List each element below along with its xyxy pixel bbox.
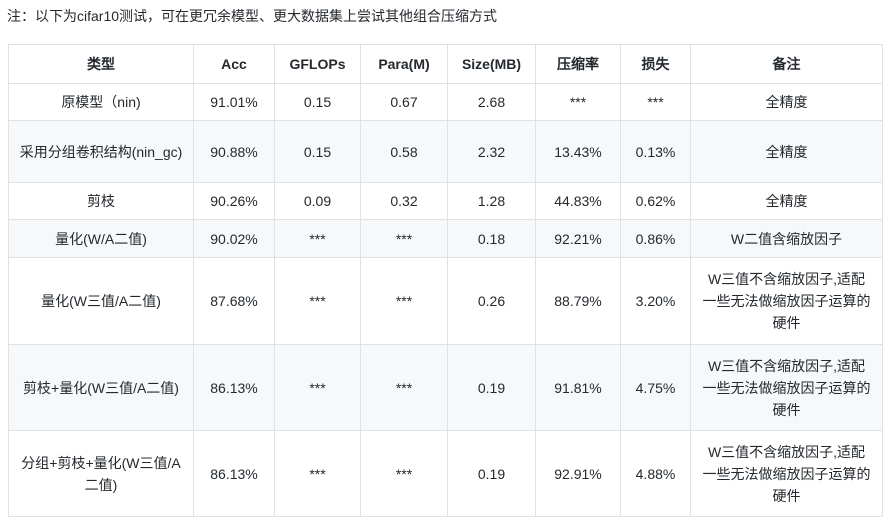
cell-gflops: 0.15: [274, 120, 361, 183]
cell-loss: 4.88%: [620, 430, 691, 517]
cell-params: ***: [360, 257, 448, 345]
cell-remark: W三值不含缩放因子,适配一些无法做缩放因子运算的硬件: [690, 344, 883, 431]
cell-size: 2.32: [447, 120, 536, 183]
cell-gflops: ***: [274, 430, 361, 517]
cell-remark: W三值不含缩放因子,适配一些无法做缩放因子运算的硬件: [690, 257, 883, 345]
cell-acc: 90.26%: [193, 182, 275, 220]
cell-compression-rate: ***: [535, 83, 621, 121]
column-header-loss: 损失: [620, 44, 691, 84]
cell-loss: ***: [620, 83, 691, 121]
cell-loss: 4.75%: [620, 344, 691, 431]
cell-gflops: ***: [274, 257, 361, 345]
column-header-compression-rate: 压缩率: [535, 44, 621, 84]
table-row: 量化(W/A二值) 90.02% *** *** 0.18 92.21% 0.86% W二值含…: [8, 219, 883, 258]
cell-params: 0.67: [360, 83, 448, 121]
cell-loss: 0.13%: [620, 120, 691, 183]
cell-type: 采用分组卷积结构(nin_gc): [8, 120, 194, 183]
results-table: 类型 Acc GFLOPs Para(M) Size(MB) 压缩率 损失 备注 原模型（ni…: [8, 44, 883, 517]
cell-acc: 86.13%: [193, 430, 275, 517]
cell-size: 1.28: [447, 182, 536, 220]
cell-remark: 全精度: [690, 83, 883, 121]
cell-acc: 91.01%: [193, 83, 275, 121]
column-header-size: Size(MB): [447, 44, 536, 84]
table-row: 剪枝+量化(W三值/A二值) 86.13% *** *** 0.19 91.81% 4.75…: [8, 344, 883, 431]
cell-acc: 90.02%: [193, 219, 275, 258]
cell-type: 原模型（nin): [8, 83, 194, 121]
cell-remark: W三值不含缩放因子,适配一些无法做缩放因子运算的硬件: [690, 430, 883, 517]
cell-type: 剪枝+量化(W三值/A二值): [8, 344, 194, 431]
cell-acc: 90.88%: [193, 120, 275, 183]
cell-acc: 86.13%: [193, 344, 275, 431]
cell-compression-rate: 92.21%: [535, 219, 621, 258]
table-row: 原模型（nin) 91.01% 0.15 0.67 2.68 *** *** 全精度: [8, 83, 883, 121]
table-row: 分组+剪枝+量化(W三值/A二值) 86.13% *** *** 0.19 92.91% 4…: [8, 430, 883, 517]
table-header-row: 类型 Acc GFLOPs Para(M) Size(MB) 压缩率 损失 备注: [8, 44, 883, 84]
cell-remark: W二值含缩放因子: [690, 219, 883, 258]
table-row: 量化(W三值/A二值) 87.68% *** *** 0.26 88.79% 3.20% W三…: [8, 257, 883, 345]
cell-type: 量化(W三值/A二值): [8, 257, 194, 345]
column-header-type: 类型: [8, 44, 194, 84]
column-header-params: Para(M): [360, 44, 448, 84]
cell-type: 分组+剪枝+量化(W三值/A二值): [8, 430, 194, 517]
column-header-acc: Acc: [193, 44, 275, 84]
note-text: 注：以下为cifar10测试，可在更冗余模型、更大数据集上尝试其他组合压缩方式: [7, 8, 498, 24]
cell-params: ***: [360, 344, 448, 431]
cell-compression-rate: 92.91%: [535, 430, 621, 517]
column-header-gflops: GFLOPs: [274, 44, 361, 84]
cell-size: 0.26: [447, 257, 536, 345]
cell-acc: 87.68%: [193, 257, 275, 345]
cell-size: 0.19: [447, 344, 536, 431]
cell-loss: 0.86%: [620, 219, 691, 258]
table-row: 剪枝 90.26% 0.09 0.32 1.28 44.83% 0.62% 全精度: [8, 182, 883, 220]
cell-params: 0.32: [360, 182, 448, 220]
cell-gflops: 0.09: [274, 182, 361, 220]
cell-compression-rate: 91.81%: [535, 344, 621, 431]
cell-compression-rate: 44.83%: [535, 182, 621, 220]
cell-size: 0.19: [447, 430, 536, 517]
cell-remark: 全精度: [690, 120, 883, 183]
column-header-remark: 备注: [690, 44, 883, 84]
cell-compression-rate: 13.43%: [535, 120, 621, 183]
cell-type: 剪枝: [8, 182, 194, 220]
cell-size: 0.18: [447, 219, 536, 258]
cell-loss: 3.20%: [620, 257, 691, 345]
table-row: 采用分组卷积结构(nin_gc) 90.88% 0.15 0.58 2.32 13.43%…: [8, 120, 883, 183]
cell-remark: 全精度: [690, 182, 883, 220]
cell-loss: 0.62%: [620, 182, 691, 220]
cell-params: ***: [360, 219, 448, 258]
cell-gflops: ***: [274, 344, 361, 431]
cell-gflops: 0.15: [274, 83, 361, 121]
cell-params: 0.58: [360, 120, 448, 183]
cell-type: 量化(W/A二值): [8, 219, 194, 258]
cell-size: 2.68: [447, 83, 536, 121]
cell-params: ***: [360, 430, 448, 517]
cell-compression-rate: 88.79%: [535, 257, 621, 345]
cell-gflops: ***: [274, 219, 361, 258]
